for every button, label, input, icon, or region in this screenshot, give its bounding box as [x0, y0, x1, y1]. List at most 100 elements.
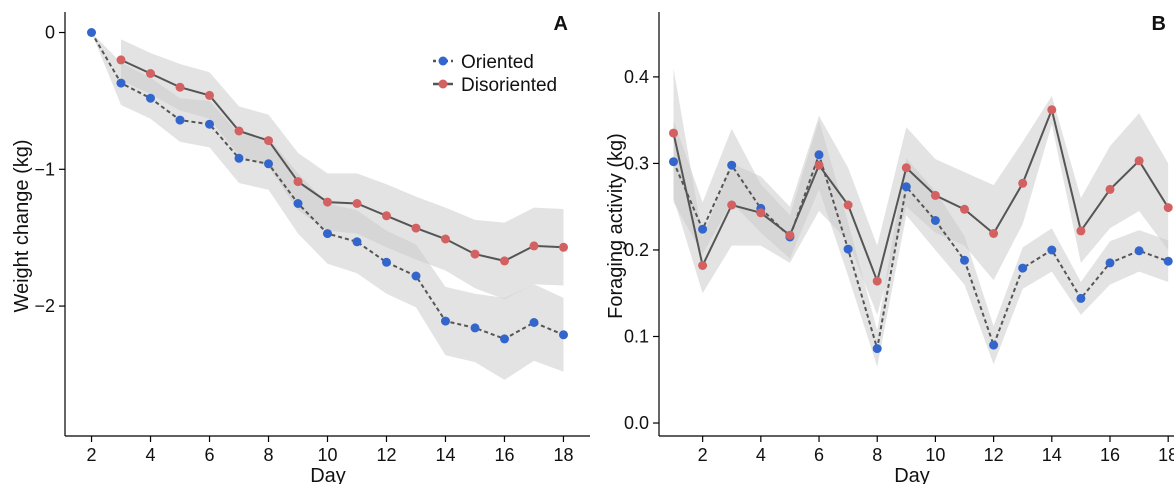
panel-b-x-tick-label: 12: [984, 445, 1004, 465]
panel-a: 2 4 6 8 10 12 14 16 18 0 −1 −2 A Day Weight change …: [11, 12, 590, 484]
panel-a-x-tick-label: 2: [87, 445, 97, 465]
panel-a-point-oriented: [323, 229, 332, 239]
panel-b-point-oriented: [669, 157, 678, 167]
panel-b-plot-area: 2 4 6 8 10 12 14 16 18 0.0 0.1 0.2 0.3 0.4: [624, 12, 1174, 465]
panel-a-x-tick-label: 16: [494, 445, 514, 465]
panel-a-y-axis-title: Weight change (kg): [11, 139, 33, 312]
panel-b-point-disoriented: [901, 163, 911, 173]
panel-a-plot-area: 2 4 6 8 10 12 14 16 18 0 −1 −2: [34, 12, 590, 465]
panel-a-line-disoriented: [120, 58, 564, 262]
panel-b-point-oriented: [1018, 263, 1028, 273]
panel-b-x-tick-label: 10: [925, 445, 945, 465]
panel-b-y-tick-label: 0.1: [624, 326, 649, 346]
panel-b-label: B: [1152, 13, 1166, 35]
panel-b-point-oriented: [814, 150, 824, 160]
panel-b-y-tick-label: 0.2: [624, 240, 649, 260]
panel-b-point-oriented: [1105, 258, 1115, 268]
panel-a-point-disoriented: [382, 211, 391, 221]
panel-a-x-tick-label: 12: [376, 445, 396, 465]
legend-item-disoriented: Disoriented: [433, 75, 557, 96]
panel-a-y-tick-label: 0: [45, 23, 55, 43]
panel-a-ribbon-disoriented: [121, 39, 564, 300]
panel-b-point-oriented: [960, 255, 969, 265]
panel-a-point-oriented: [500, 334, 509, 344]
panel-a-point-disoriented: [441, 234, 450, 244]
panel-a-point-oriented: [470, 323, 480, 333]
panel-b-point-disoriented: [785, 230, 795, 240]
panel-a-point-oriented: [529, 318, 539, 327]
panel-b-point-disoriented: [669, 128, 678, 138]
panel-b-point-disoriented: [843, 200, 853, 210]
legend-item-oriented: Oriented: [433, 52, 534, 73]
panel-b-point-oriented: [1076, 293, 1086, 303]
panel-a-x-tick-label: 6: [205, 445, 215, 465]
panel-b-point-oriented: [930, 216, 940, 225]
panel-b-point-oriented: [727, 160, 737, 170]
panel-b-y-tick-label: 0.0: [624, 413, 649, 433]
panel-a-x-tick-label: 8: [264, 445, 274, 465]
legend-disoriented-label: Disoriented: [461, 75, 557, 96]
panel-b-line-disoriented: [672, 106, 1170, 285]
panel-b-point-oriented: [989, 340, 999, 350]
panel-b-point-disoriented: [1047, 105, 1057, 115]
panel-b-point-disoriented: [960, 204, 969, 214]
panel-b-point-disoriented: [989, 229, 999, 238]
panel-b-x-axis-title: Day: [894, 465, 930, 484]
panel-b-point-disoriented: [814, 160, 824, 170]
panel-a-label: A: [554, 13, 568, 35]
panel-b-x-tick-label: 18: [1158, 445, 1174, 465]
panel-a-point-disoriented: [175, 82, 185, 92]
panel-a-x-tick-label: 14: [435, 445, 455, 465]
panel-b-point-disoriented: [872, 276, 882, 286]
legend-disoriented-marker: [438, 79, 448, 89]
panel-a-point-oriented: [441, 316, 450, 326]
panel-b-point-disoriented: [1163, 203, 1173, 213]
legend-oriented-label: Oriented: [461, 52, 534, 73]
panel-b-y-tick-label: 0.4: [624, 67, 649, 87]
panel-a-point-disoriented: [116, 55, 126, 65]
panel-a-point-oriented: [116, 78, 126, 88]
panel-b-point-disoriented: [1076, 226, 1086, 236]
panel-a-point-disoriented: [352, 199, 362, 208]
panel-a-x-tick-label: 18: [553, 445, 573, 465]
panel-a-point-oriented: [352, 237, 362, 247]
panel-b-x-tick-label: 14: [1042, 445, 1062, 465]
panel-a-point-disoriented: [205, 90, 214, 100]
panel-a-y-tick-label: −2: [34, 296, 55, 316]
panel-b-point-oriented: [1047, 245, 1057, 255]
panel-a-point-oriented: [234, 153, 244, 163]
panel-b-point-disoriented: [1134, 156, 1144, 166]
panel-a-point-oriented: [205, 119, 214, 129]
panel-a-point-disoriented: [529, 241, 539, 251]
panel-a-x-axis-title: Day: [310, 465, 346, 484]
panel-b-point-disoriented: [1018, 178, 1028, 188]
panel-b: 2 4 6 8 10 12 14 16 18 0.0 0.1 0.2 0.3 0.4 B Day Fora…: [605, 12, 1174, 484]
panel-a-point-oriented: [87, 28, 96, 37]
panel-a-point-disoriented: [234, 126, 244, 136]
panel-a-point-oriented: [175, 115, 185, 125]
panel-a-point-disoriented: [264, 136, 273, 146]
panel-b-point-disoriented: [698, 261, 708, 270]
panel-a-x-tick-label: 4: [146, 445, 156, 465]
panel-b-point-disoriented: [930, 190, 940, 200]
panel-b-point-disoriented: [727, 200, 737, 210]
panel-a-legend: Oriented Disoriented: [433, 52, 557, 96]
panel-b-x-tick-label: 6: [814, 445, 824, 465]
panel-b-point-disoriented: [1105, 184, 1115, 194]
panel-b-point-oriented: [843, 244, 853, 254]
panel-a-point-oriented: [293, 199, 303, 208]
panel-b-x-tick-label: 2: [698, 445, 708, 465]
panel-a-point-disoriented: [293, 177, 303, 187]
panel-b-y-axis-title: Foraging activity (kg): [605, 133, 627, 319]
panel-b-y-tick-label: 0.3: [624, 153, 649, 173]
panel-a-point-disoriented: [411, 223, 421, 233]
panel-b-point-oriented: [872, 344, 882, 354]
panel-b-point-oriented: [1134, 246, 1144, 256]
panel-b-x-tick-label: 4: [756, 445, 766, 465]
panel-a-point-oriented: [146, 93, 155, 103]
panel-a-point-disoriented: [559, 242, 568, 252]
panel-a-point-disoriented: [146, 69, 155, 78]
panel-b-point-oriented: [698, 224, 708, 234]
panel-a-point-disoriented: [323, 197, 332, 207]
